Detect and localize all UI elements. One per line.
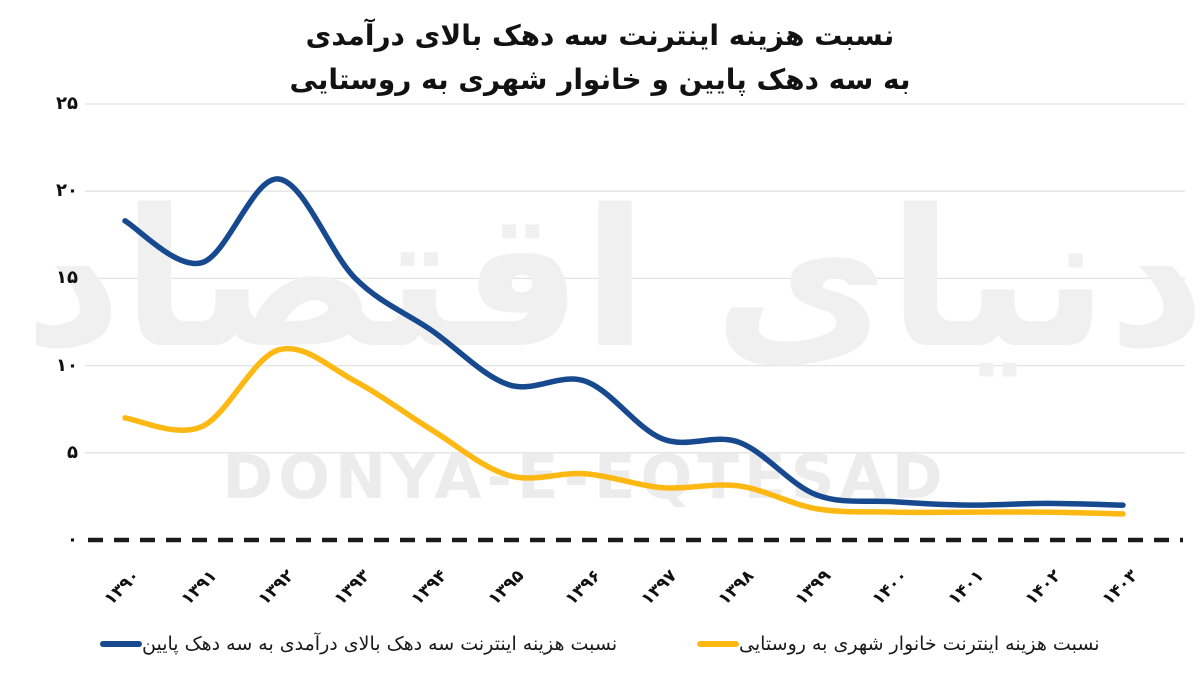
chart-legend: نسبت هزینه اینترنت سه دهک بالای درآمدی ب… (0, 629, 1200, 659)
line-chart: دنیای اقتصاد DONYA-E-EQTESAD (24, 103, 1200, 543)
series-line-deciles (122, 176, 1126, 508)
legend-line-marker-blue (100, 641, 142, 647)
series-line-urban-rural (122, 345, 1126, 517)
y-tick-label: ۱۰ (56, 354, 78, 376)
y-tick-label: ۱۵ (56, 267, 78, 289)
chart-title: نسبت هزینه اینترنت سه دهک بالای درآمدی ب… (0, 14, 1200, 102)
legend-label-deciles: نسبت هزینه اینترنت سه دهک بالای درآمدی ب… (142, 633, 618, 655)
legend-label-urban-rural: نسبت هزینه اینترنت خانوار شهری به روستای… (739, 633, 1100, 655)
y-tick-label: ۲۰ (56, 180, 78, 202)
legend-line-marker-yellow (697, 641, 739, 647)
y-tick-label: ۰ (67, 529, 78, 550)
y-tick-label: ۵ (67, 441, 78, 463)
chart-title-line1: نسبت هزینه اینترنت سه دهک بالای درآمدی (305, 19, 895, 52)
y-tick-label: ۲۵ (56, 93, 78, 114)
chart-title-line2: به سه دهک پایین و خانوار شهری به روستایی (289, 63, 911, 96)
watermark-persian-text: دنیای اقتصاد (24, 169, 1200, 390)
watermark-latin-text: DONYA-E-EQTESAD (223, 442, 948, 513)
legend-item-urban-rural[interactable]: نسبت هزینه اینترنت خانوار شهری به روستای… (697, 629, 1102, 659)
series-group (122, 176, 1126, 517)
gridlines-group (85, 103, 1185, 454)
chart-page: نسبت هزینه اینترنت سه دهک بالای درآمدی ب… (0, 14, 1200, 659)
legend-item-deciles[interactable]: نسبت هزینه اینترنت سه دهک بالای درآمدی ب… (100, 629, 619, 659)
